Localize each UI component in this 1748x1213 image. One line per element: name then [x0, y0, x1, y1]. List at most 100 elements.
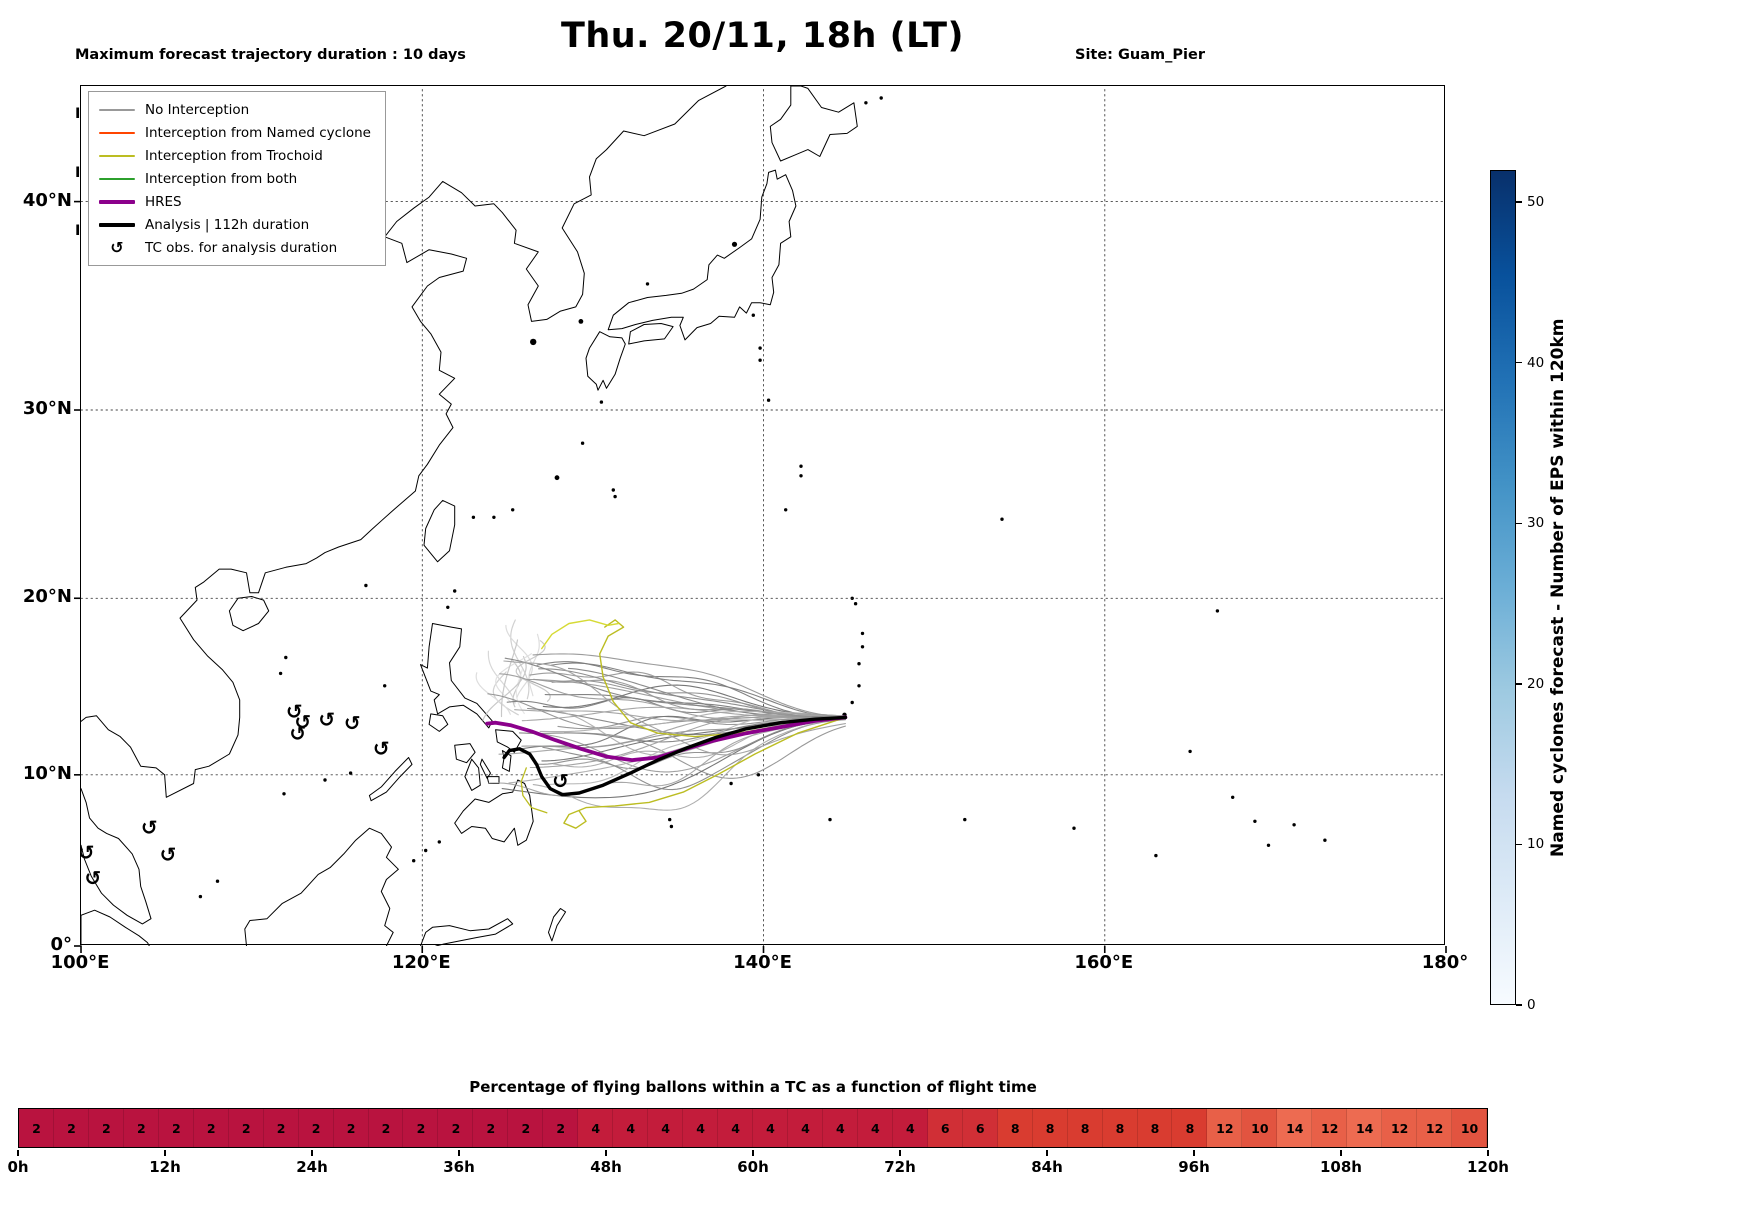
strip-cell: 4 [718, 1109, 754, 1147]
island-dot [758, 346, 762, 350]
colorbar-tick-label: 30 [1527, 515, 1545, 532]
island-dot [857, 662, 861, 666]
strip-cell: 4 [857, 1109, 893, 1147]
figure-title: Thu. 20/11, 18h (LT) [560, 16, 965, 56]
island-dot [348, 771, 353, 775]
legend-line-swatch [99, 131, 135, 134]
coastline-negros [464, 758, 481, 791]
island-dot [578, 319, 584, 324]
ensemble-track [542, 719, 846, 791]
colorbar-tick [1516, 201, 1522, 203]
legend-color-line [99, 131, 135, 134]
strip-cell: 4 [787, 1109, 823, 1147]
coastline-kyushu [585, 331, 626, 391]
strip-cell: 4 [822, 1109, 858, 1147]
colorbar-tick [1516, 522, 1522, 525]
legend-color-line [99, 108, 135, 111]
island-dot [278, 671, 283, 676]
coastline-palawan [368, 757, 413, 802]
hres-track [485, 715, 848, 762]
y-tick-label: 40°N [22, 189, 72, 211]
strip-hour-tick [1046, 1150, 1048, 1156]
island-dot [850, 700, 854, 705]
tc-obs-icon: ↺ [160, 842, 177, 866]
trochoid-track [520, 767, 548, 814]
tc-obs-glyph: ↺ [110, 237, 124, 257]
tc-obs-icon: ↺ [78, 841, 95, 865]
legend-label: Interception from Trochoid [145, 147, 323, 164]
strip-hour-tick [164, 1150, 166, 1156]
strip-hour-tick [605, 1150, 607, 1156]
legend-label: Interception from both [145, 170, 298, 187]
legend-line-swatch [99, 199, 135, 204]
coastline-malay_peninsula [81, 788, 152, 925]
legend-color-line [99, 222, 135, 227]
island-dot [323, 778, 327, 782]
strip-hour-tick [458, 1150, 460, 1156]
no-interception-track [500, 639, 519, 718]
legend: No Interception Interception from Named c… [88, 91, 386, 266]
island-dot [1072, 826, 1076, 830]
y-tick-label: 0° [50, 934, 72, 955]
strip-cell: 2 [508, 1109, 544, 1147]
trochoid-track [563, 716, 847, 829]
colorbar: 0 10 20 30 40 50 Named cyclones forecast - Nu… [1490, 170, 1740, 1013]
legend-label: Interception from Named cyclone [145, 124, 371, 141]
ensemble-track [529, 713, 846, 769]
island-dot [784, 508, 788, 512]
strip-cell: 8 [1102, 1109, 1138, 1147]
strip-cell: 6 [962, 1109, 998, 1147]
island-dot [611, 488, 615, 492]
island-dot [1188, 749, 1192, 754]
island-dot [853, 602, 858, 606]
strip-cell: 2 [473, 1109, 509, 1147]
tc-obs-icon: ↺ [294, 710, 311, 734]
no-interception-track [510, 619, 530, 700]
coastline-shikoku [628, 323, 674, 345]
strip-hour-label: 120h [1467, 1158, 1509, 1176]
strip-cell: 8 [997, 1109, 1033, 1147]
island-dot [860, 645, 865, 649]
island-dot [668, 817, 672, 822]
tc-obs-icon: ↺ [286, 700, 303, 724]
island-dot [284, 655, 288, 660]
island-dot [860, 631, 865, 636]
legend-label: No Interception [145, 101, 250, 118]
strip-hour-tick [1340, 1150, 1342, 1156]
island-dot [864, 101, 868, 105]
ensemble-track [521, 706, 846, 722]
coastline-mainland [81, 86, 727, 798]
ensemble-track [503, 660, 846, 756]
strip-cell: 2 [543, 1109, 579, 1147]
coastline-sumatra [81, 909, 150, 946]
legend-item: HRES [99, 192, 371, 211]
trochoid-track [541, 619, 620, 650]
coastline-mindanao [454, 779, 534, 846]
ensemble-track [499, 673, 846, 720]
coastline-sulawesi [420, 918, 514, 946]
strip-cell: 2 [403, 1109, 439, 1147]
info-site: Site: Guam_Pier [1075, 47, 1205, 64]
coastline-taiwan [423, 499, 456, 563]
strip-cell: 6 [927, 1109, 963, 1147]
strip-hour-label: 96h [1178, 1158, 1210, 1176]
x-tick-label: 100°E [50, 952, 110, 973]
legend-item: Interception from Trochoid [99, 146, 371, 165]
island-dot [471, 515, 476, 519]
legend-item: Interception from both [99, 169, 371, 188]
island-dot [282, 792, 286, 796]
strip-cell: 2 [53, 1109, 89, 1147]
island-dot [729, 781, 733, 786]
colorbar-tick-label: 0 [1527, 997, 1536, 1013]
tc-obs-icon: ↺ [318, 708, 335, 732]
island-dot [453, 589, 457, 593]
island-dot [383, 684, 387, 688]
island-dot [1292, 823, 1296, 827]
tc-obs-icon: ↺ [85, 866, 102, 890]
strip-cell: 2 [193, 1109, 229, 1147]
island-dot [511, 508, 515, 512]
setting-max-duration: Maximum forecast trajectory duration : 1… [75, 47, 466, 64]
strip-hour-tick [899, 1150, 901, 1156]
strip-hour-label: 24h [296, 1158, 328, 1176]
map-layers: ↺↺↺↺ ↺↺↺↺↺↺↺ [78, 86, 1446, 946]
